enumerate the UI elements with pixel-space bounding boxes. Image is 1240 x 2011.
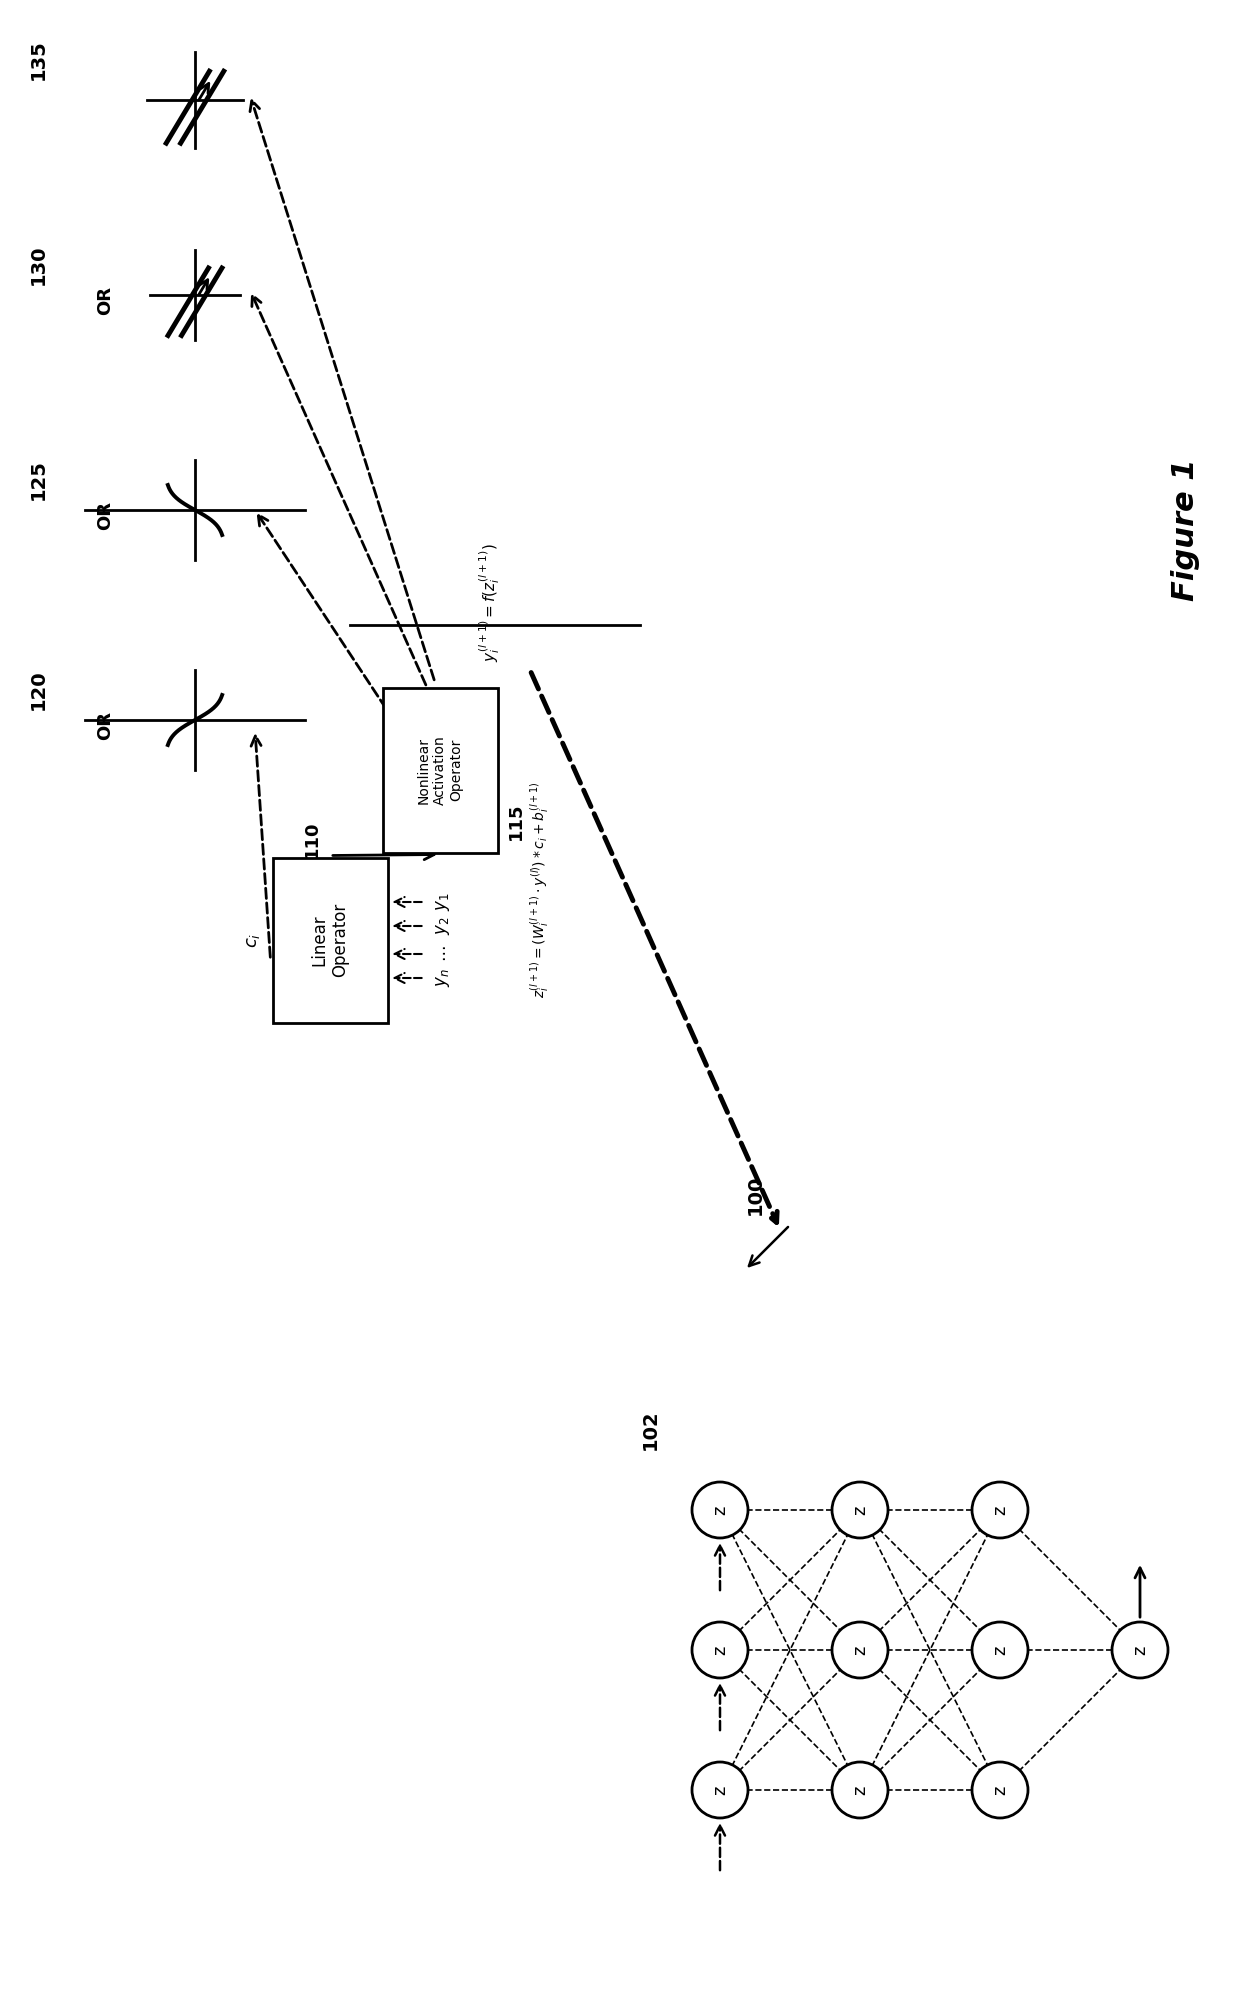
Circle shape [692, 1762, 748, 1818]
Text: 135: 135 [29, 40, 47, 80]
Text: $z_i^{(l+1)} = (W_i^{(l+1)} \cdot y^{(l)}) * c_i + b_i^{(l+1)}$: $z_i^{(l+1)} = (W_i^{(l+1)} \cdot y^{(l)… [528, 782, 552, 997]
Text: z: z [991, 1506, 1009, 1514]
Circle shape [692, 1482, 748, 1538]
Text: z: z [851, 1645, 869, 1655]
Text: 120: 120 [29, 670, 47, 710]
Circle shape [832, 1482, 888, 1538]
Text: z: z [991, 1786, 1009, 1794]
Text: OR: OR [95, 501, 114, 529]
Bar [273, 857, 387, 1022]
Text: z: z [711, 1506, 729, 1514]
Text: 102: 102 [641, 1410, 660, 1450]
Circle shape [832, 1762, 888, 1818]
Text: $y_2$: $y_2$ [434, 917, 451, 935]
Text: $y_i^{(l+1)} = f(z_i^{(l+1)})$: $y_i^{(l+1)} = f(z_i^{(l+1)})$ [477, 543, 502, 662]
Circle shape [972, 1623, 1028, 1677]
Text: 110: 110 [303, 820, 321, 859]
Text: Nonlinear
Activation
Operator: Nonlinear Activation Operator [417, 736, 464, 804]
Text: z: z [711, 1645, 729, 1655]
Text: z: z [1131, 1645, 1149, 1655]
Bar [382, 688, 497, 853]
Text: OR: OR [95, 286, 114, 314]
Text: $\cdots$: $\cdots$ [434, 945, 451, 963]
Text: $y_n$: $y_n$ [434, 969, 451, 987]
Circle shape [972, 1482, 1028, 1538]
Circle shape [1112, 1623, 1168, 1677]
Text: z: z [711, 1786, 729, 1794]
Text: 115: 115 [506, 802, 525, 841]
Text: 125: 125 [29, 461, 47, 501]
Text: $c_i$: $c_i$ [243, 933, 262, 947]
Text: Figure 1: Figure 1 [1171, 459, 1199, 601]
Text: OR: OR [95, 710, 114, 740]
Text: $y_1$: $y_1$ [434, 893, 451, 911]
Text: z: z [991, 1645, 1009, 1655]
Circle shape [832, 1623, 888, 1677]
Text: 130: 130 [29, 245, 47, 286]
Circle shape [692, 1623, 748, 1677]
Circle shape [972, 1762, 1028, 1818]
Text: z: z [851, 1506, 869, 1514]
Text: Linear
Operator: Linear Operator [310, 903, 350, 977]
Text: 100: 100 [745, 1174, 765, 1215]
Text: z: z [851, 1786, 869, 1794]
